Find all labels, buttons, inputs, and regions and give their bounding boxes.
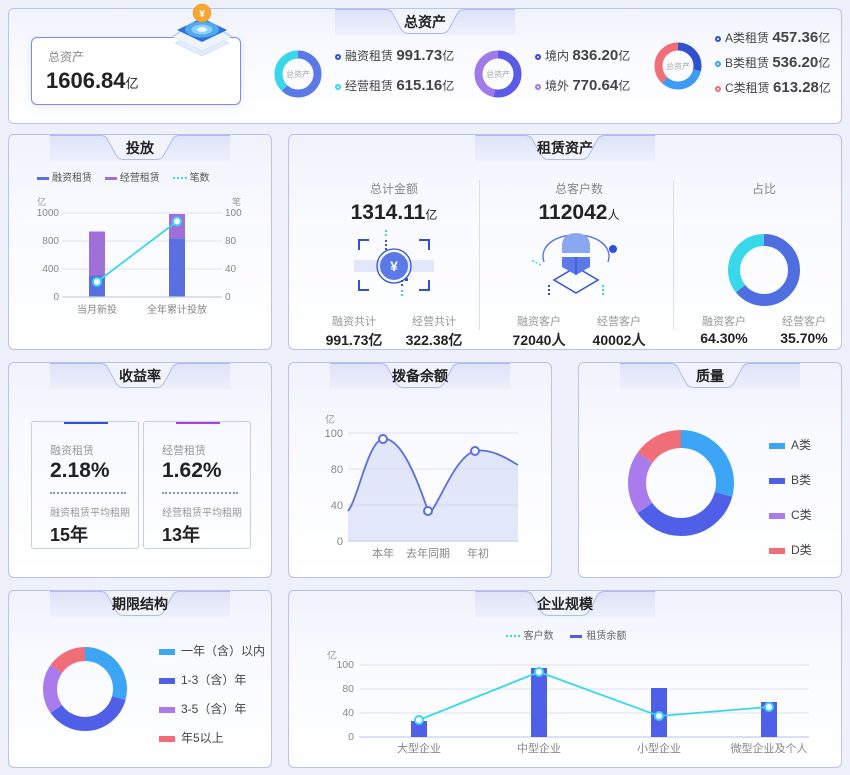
svg-text:微型企业及个人: 微型企业及个人	[731, 741, 808, 755]
svg-text:0: 0	[53, 292, 59, 303]
svg-text:40: 40	[331, 500, 343, 512]
svg-text:亿: 亿	[37, 196, 46, 207]
svg-text:大型企业: 大型企业	[397, 741, 441, 755]
svg-text:当月新投: 当月新投	[77, 303, 117, 316]
svg-text:40: 40	[225, 264, 237, 275]
svg-text:¥: ¥	[199, 9, 205, 20]
svg-text:800: 800	[42, 236, 59, 247]
svg-text:100: 100	[336, 659, 354, 671]
svg-text:全年累计投放: 全年累计投放	[147, 303, 207, 316]
svg-text:小型企业: 小型企业	[637, 741, 681, 755]
svg-text:0: 0	[225, 292, 231, 303]
svg-text:¥: ¥	[390, 258, 398, 274]
svg-text:100: 100	[325, 428, 343, 440]
svg-text:0: 0	[337, 536, 343, 548]
svg-text:中型企业: 中型企业	[517, 741, 561, 755]
svg-text:0: 0	[348, 731, 354, 743]
svg-text:400: 400	[42, 264, 59, 275]
svg-text:100: 100	[225, 208, 242, 219]
svg-text:40: 40	[342, 707, 354, 719]
svg-text:本年: 本年	[372, 546, 394, 560]
svg-text:笔: 笔	[232, 196, 241, 207]
svg-text:80: 80	[225, 236, 237, 247]
svg-text:去年同期: 去年同期	[406, 546, 450, 560]
svg-text:年初: 年初	[467, 546, 489, 560]
svg-text:1000: 1000	[37, 208, 60, 219]
svg-text:亿: 亿	[325, 413, 335, 426]
svg-text:80: 80	[331, 464, 343, 476]
svg-text:80: 80	[342, 683, 354, 695]
